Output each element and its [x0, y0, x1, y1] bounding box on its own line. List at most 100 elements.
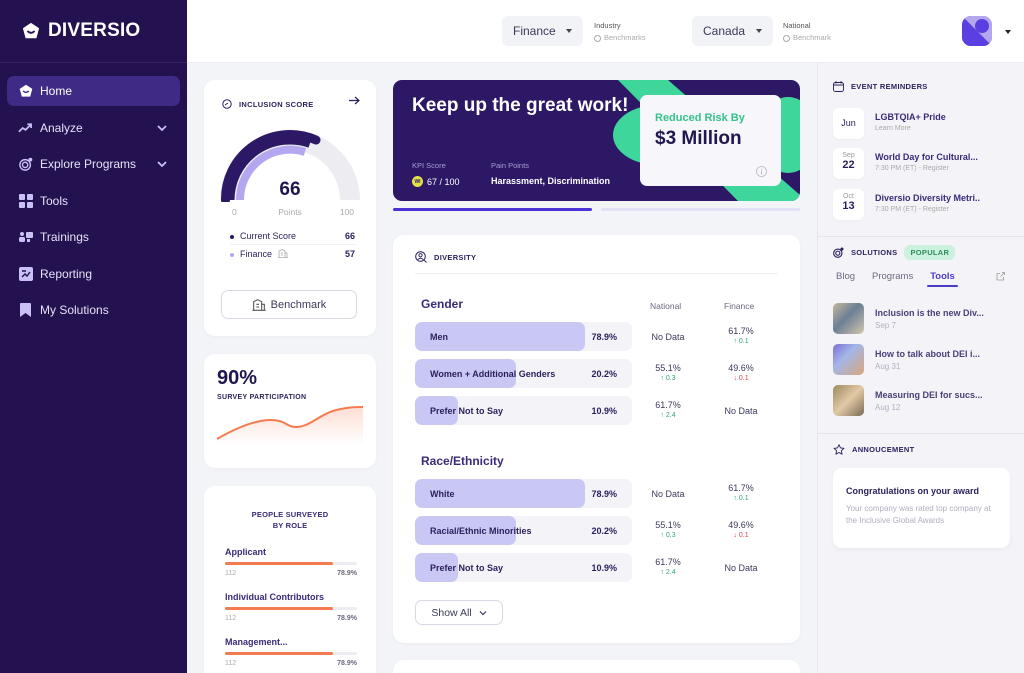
inclusion-score-unit: Points — [278, 207, 302, 217]
event-item[interactable]: Sep 22 World Day for Cultural... 7:30 PM … — [833, 148, 1018, 180]
diversity-bar-row[interactable]: Racial/Ethnic Minorities 20.2% — [415, 516, 632, 545]
article-thumbnail — [833, 344, 864, 375]
national-benchmark-link[interactable]: Benchmark — [793, 33, 831, 42]
role-progress — [225, 652, 357, 655]
legend-row-current: Current Score 66 — [230, 227, 355, 245]
divider — [818, 433, 1024, 434]
brand-name: DIVERSIO — [48, 20, 141, 41]
sidebar-item-trainings[interactable]: Trainings — [7, 222, 180, 252]
event-link[interactable]: 7:30 PM (ET) - Register — [875, 206, 949, 213]
announcement-card[interactable]: Congratulations on your award Your compa… — [833, 468, 1010, 548]
bar-label: Prefer Not to Say — [430, 563, 504, 573]
bar-percent: 20.2% — [591, 526, 617, 536]
national-benchmark: 61.7% ↑ 2.4 — [638, 400, 698, 419]
chevron-down-icon[interactable] — [156, 122, 168, 134]
next-card — [393, 660, 800, 673]
finance-benchmark: 61.7% ↑ 0.1 — [711, 326, 771, 345]
role-item: Applicant 112 78.9% — [225, 547, 357, 577]
caret-down-icon — [756, 29, 762, 33]
right-panel: EVENT REMINDERS Jun LGBTQIA+ Pride Learn… — [817, 63, 1024, 673]
legend-dot — [230, 234, 234, 239]
event-link[interactable]: 7:30 PM (ET) - Register — [875, 165, 949, 172]
risk-label: Reduced Risk By — [655, 112, 745, 124]
benchmark-button[interactable]: Benchmark — [221, 290, 357, 319]
sidebar-item-my-solutions[interactable]: My Solutions — [7, 295, 180, 325]
calendar-icon — [833, 81, 844, 92]
sidebar-item-label: Explore Programs — [40, 157, 137, 171]
avatar-graphic-icon — [962, 16, 992, 46]
people-surveyed-title: PEOPLE SURVEYED BY ROLE — [251, 510, 329, 530]
sidebar-item-explore-programs[interactable]: Explore Programs — [7, 149, 180, 179]
finance-benchmark: 61.7% ↑ 0.1 — [711, 483, 771, 502]
diversity-bar-row[interactable]: Women + Additional Genders 20.2% — [415, 359, 632, 388]
gauge-min: 0 — [232, 207, 237, 217]
national-benchmark: No Data — [651, 489, 685, 499]
sidebar-item-label: Analyze — [40, 120, 83, 135]
industry-select[interactable]: Finance — [502, 16, 583, 46]
arrow-right-icon[interactable] — [349, 96, 360, 105]
national-benchmark-info: National Benchmark — [783, 20, 831, 44]
national-benchmark: 55.1% ↑ 0.3 — [638, 520, 698, 539]
pain-points-label: Pain Points — [491, 161, 529, 170]
event-link[interactable]: Learn More — [875, 125, 911, 132]
national-select[interactable]: Canada — [692, 16, 773, 46]
role-item: Individual Contributors 112 78.9% — [225, 592, 357, 622]
bar-label: Women + Additional Genders — [430, 369, 556, 379]
account-menu-caret-icon[interactable] — [1005, 30, 1011, 34]
kpi-badge-icon: WI — [412, 176, 423, 187]
solution-article[interactable]: Inclusion is the new Div... Sep 7 — [833, 303, 1018, 335]
kpi-banner: Keep up the great work! KPI Score WI 67 … — [393, 80, 800, 201]
role-item: Management... 112 78.9% — [225, 637, 357, 667]
delta-indicator: ↓ 0.1 — [733, 532, 749, 539]
sidebar-item-analyze[interactable]: Analyze — [7, 113, 180, 143]
info-icon[interactable] — [756, 166, 767, 177]
event-reminders-title: EVENT REMINDERS — [833, 81, 928, 92]
gauge-icon — [222, 99, 232, 109]
external-link-icon[interactable] — [996, 272, 1005, 281]
bar-fill — [415, 396, 458, 425]
carousel-indicator-active[interactable] — [393, 208, 592, 211]
solutions-title: SOLUTIONS POPULAR — [833, 245, 956, 260]
solution-article[interactable]: Measuring DEI for sucs... Aug 12 — [833, 385, 1018, 417]
diversity-bar-row[interactable]: Prefer Not to Say 10.9% — [415, 396, 632, 425]
delta-indicator: ↑ 0.1 — [733, 338, 749, 345]
tab-tools[interactable]: Tools — [927, 271, 958, 287]
inclusion-score-value: 66 — [279, 179, 301, 200]
trend-icon — [18, 120, 33, 135]
sidebar-item-tools[interactable]: Tools — [7, 186, 180, 216]
diversity-bar-row[interactable]: Prefer Not to Say 10.9% — [415, 553, 632, 582]
industry-benchmark-link[interactable]: Benchmarks — [604, 33, 646, 42]
survey-participation-card: 90% SURVEY PARTICIPATION — [204, 354, 376, 468]
diversity-title: DIVERSITY — [415, 251, 476, 263]
inclusion-score-card: INCLUSION SCORE 66 Points 0 100 Current … — [204, 80, 376, 336]
bar-percent: 20.2% — [591, 369, 617, 379]
logo[interactable]: DIVERSIO — [0, 0, 187, 63]
avatar[interactable] — [962, 16, 992, 46]
bar-percent: 10.9% — [591, 563, 617, 573]
tab-programs[interactable]: Programs — [872, 271, 914, 282]
delta-indicator: ↑ 0.3 — [660, 375, 676, 382]
chevron-down-icon[interactable] — [156, 158, 168, 170]
solution-article[interactable]: How to talk about DEI i... Aug 31 — [833, 344, 1018, 376]
solutions-tabs: Blog Programs Tools — [836, 271, 972, 287]
kpi-score-value: WI 67 / 100 — [412, 176, 460, 187]
sidebar-item-reporting[interactable]: Reporting — [7, 259, 180, 289]
tab-blog[interactable]: Blog — [836, 271, 856, 282]
bar-label: Racial/Ethnic Minorities — [430, 526, 532, 536]
event-date: Sep 22 — [833, 148, 864, 179]
sidebar-item-home[interactable]: Home — [7, 76, 180, 106]
diversity-bar-row[interactable]: Men 78.9% — [415, 322, 632, 351]
event-item[interactable]: Oct 13 Diversio Diversity Metri.. 7:30 PM… — [833, 189, 1018, 221]
bar-fill — [415, 516, 516, 545]
show-all-button[interactable]: Show All — [415, 600, 503, 625]
column-national: National — [650, 301, 682, 311]
national-label: National — [783, 21, 811, 30]
event-date: Oct 13 — [833, 189, 864, 220]
star-icon — [833, 444, 845, 455]
diversity-bar-row[interactable]: White 78.9% — [415, 479, 632, 508]
event-item[interactable]: Jun LGBTQIA+ Pride Learn More — [833, 108, 1018, 140]
info-icon[interactable] — [594, 34, 601, 42]
info-icon[interactable] — [783, 34, 790, 42]
participation-value: 90% — [217, 367, 258, 389]
carousel-indicator[interactable] — [601, 208, 800, 211]
